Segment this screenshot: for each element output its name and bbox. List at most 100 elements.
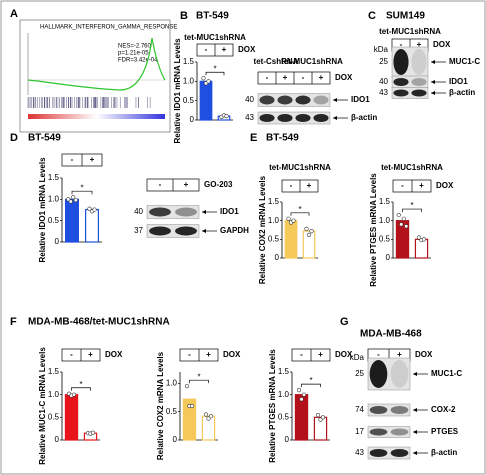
kda-unit: kDa — [374, 45, 389, 54]
kda-label: 25 — [379, 57, 388, 66]
blot-band — [175, 226, 197, 236]
kda-label: 37 — [134, 226, 143, 235]
blot-strip — [257, 111, 331, 125]
data-point — [404, 224, 409, 229]
data-point — [291, 218, 296, 223]
data-point — [315, 412, 321, 418]
lane-label: + — [318, 350, 323, 359]
kda-label: 40 — [379, 77, 388, 86]
panel-title: MDA-MB-468/tet-MUC1shRNA — [28, 317, 170, 328]
blot-band — [369, 428, 388, 436]
condition-label: DOX — [223, 350, 241, 359]
blot-band — [295, 114, 311, 122]
condition-label: DOX — [335, 350, 353, 359]
y-tick-label: 0.5 — [48, 216, 60, 225]
lane-label: - — [188, 350, 191, 359]
condition-label: DOX — [433, 40, 451, 49]
blot-band — [411, 78, 427, 86]
kda-label: 43 — [245, 113, 254, 122]
bar — [313, 416, 328, 441]
band-label: IDO1 — [351, 95, 370, 104]
arrow-head — [202, 229, 206, 233]
blot-band — [393, 89, 409, 97]
panel-label: C — [368, 10, 376, 22]
bar — [284, 220, 298, 259]
blot-band — [175, 207, 197, 217]
arrow-head — [202, 210, 206, 214]
y-axis-label: Relative MUC1-C mRNA Levels — [38, 347, 47, 465]
lane-label: + — [283, 73, 288, 82]
y-tick-label: 1.0 — [183, 76, 195, 85]
arrow-head — [413, 408, 417, 412]
blot-band — [369, 406, 388, 414]
significance-bracket — [290, 212, 310, 216]
panel-title: SUM149 — [386, 11, 425, 22]
band-label: PTGES — [431, 427, 459, 436]
lane-label: - — [290, 181, 293, 190]
bar — [199, 80, 213, 121]
panel-label: F — [10, 316, 17, 328]
y-tick-label: 1.5 — [278, 367, 290, 376]
lane-label: - — [71, 155, 74, 164]
y-axis-label: Relative COX2 mRNA Levels — [156, 351, 165, 460]
gsea-stat: p=1.21e-05 — [118, 51, 149, 57]
panel-label: D — [10, 132, 18, 144]
panel-label: G — [340, 316, 349, 328]
blot-band — [313, 114, 329, 122]
blot-band — [259, 95, 275, 105]
blot-band — [393, 49, 409, 75]
lane-label: - — [401, 181, 404, 190]
data-point — [286, 216, 291, 221]
gsea-frame — [19, 19, 171, 133]
bar — [395, 220, 410, 259]
arrow-head — [413, 451, 417, 455]
blot-band — [295, 95, 311, 105]
y-tick-label: 1.0 — [166, 378, 178, 387]
arrow-head — [413, 430, 417, 434]
data-point — [189, 403, 195, 409]
band-label: IDO1 — [220, 207, 239, 216]
significance-label: * — [79, 380, 82, 389]
blot-strip — [391, 87, 429, 99]
panel-title: BT-549 — [28, 133, 61, 144]
panel-label: B — [180, 10, 188, 22]
band-label: IDO1 — [449, 77, 468, 86]
kda-label: 40 — [245, 95, 254, 104]
y-tick-label: 0 — [285, 435, 290, 444]
bar — [64, 198, 79, 243]
chart-header: tet-MUC1shRNA — [381, 163, 443, 172]
gsea-curve — [27, 37, 166, 91]
chart-header: tet-MUC1shRNA — [269, 163, 331, 172]
band-label: β-actin — [351, 113, 377, 122]
lane-label: + — [88, 350, 93, 359]
condition-label: DOX — [238, 45, 256, 54]
kda-label: 43 — [355, 448, 364, 457]
lane-label: + — [90, 155, 95, 164]
data-point — [206, 79, 211, 84]
blot-strip — [257, 93, 331, 107]
lane-label: + — [319, 73, 324, 82]
bar — [201, 415, 216, 441]
bar — [302, 230, 316, 259]
data-point — [203, 412, 209, 417]
significance-label: * — [197, 372, 200, 381]
y-tick-label: 0.5 — [166, 407, 178, 416]
y-tick-label: 1.5 — [183, 57, 195, 66]
bar — [84, 208, 99, 243]
blot-band — [390, 406, 409, 414]
lane-label: - — [205, 45, 208, 54]
y-tick-label: 0.5 — [268, 234, 280, 243]
lane-label: + — [307, 181, 312, 190]
lane-label: - — [300, 350, 303, 359]
data-point — [318, 417, 323, 422]
significance-label: * — [309, 376, 312, 385]
y-tick-label: 1.0 — [268, 216, 280, 225]
data-point — [201, 76, 206, 81]
blot-band — [369, 449, 388, 457]
blot-band — [259, 114, 275, 122]
lane-label: - — [159, 180, 162, 189]
kda-label: 17 — [355, 427, 364, 436]
band-label: COX-2 — [431, 405, 456, 414]
blot-strip — [367, 426, 411, 438]
